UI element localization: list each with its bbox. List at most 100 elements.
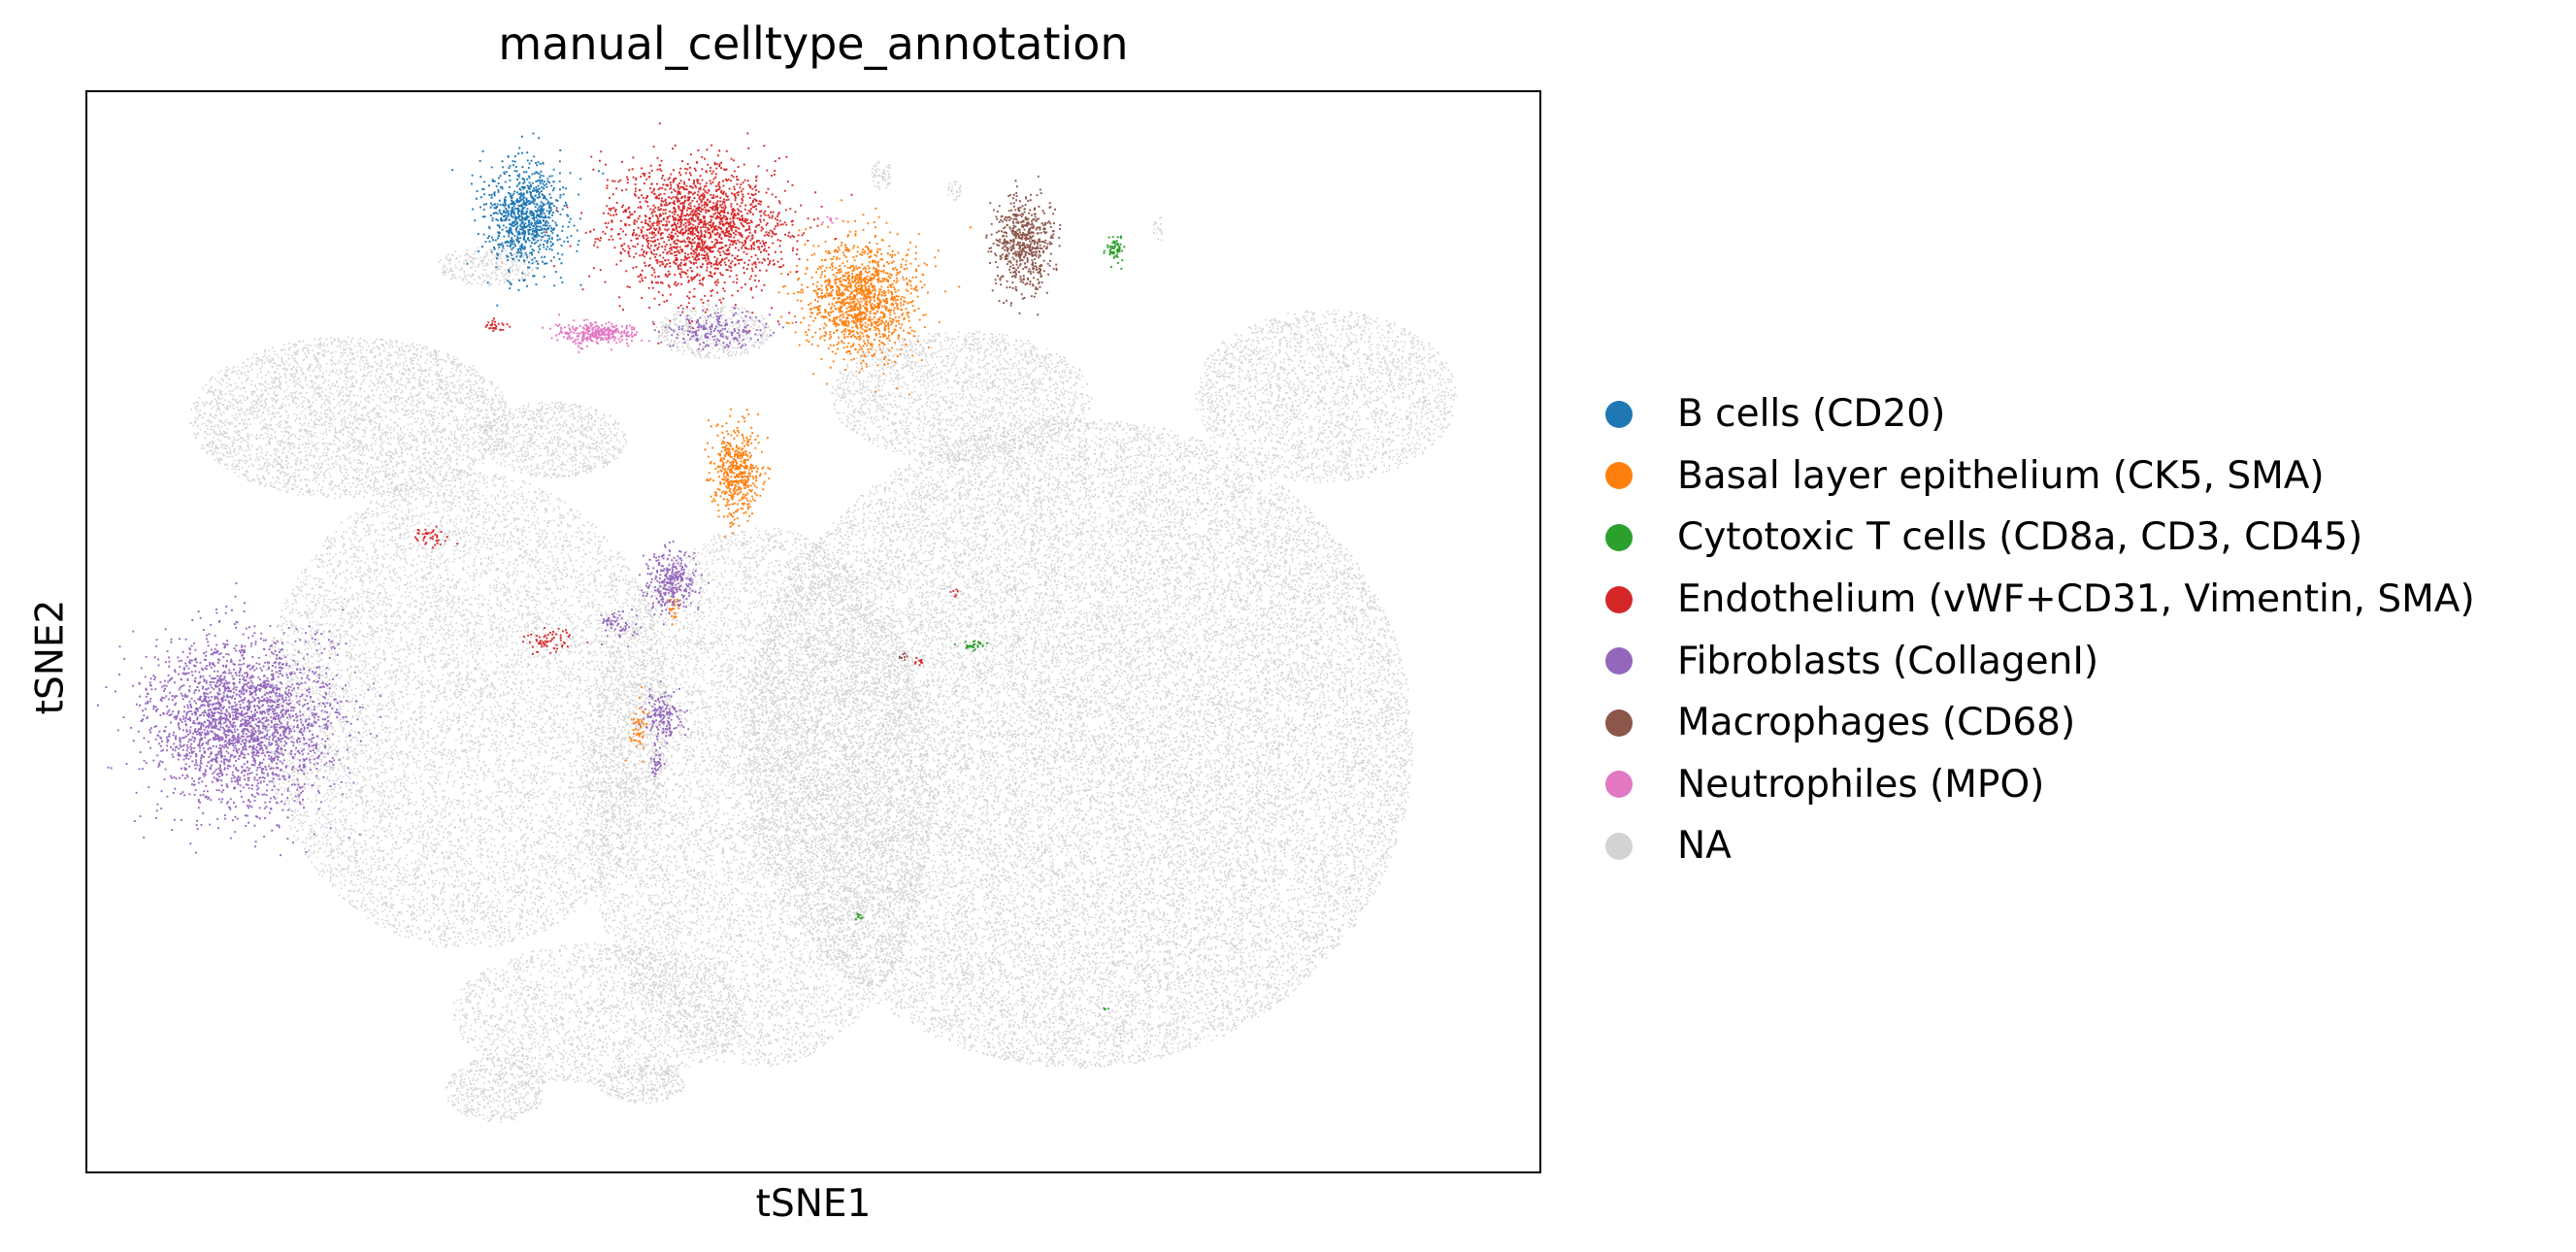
series-neutrophiles-mpo bbox=[542, 215, 838, 353]
cluster-points bbox=[97, 582, 381, 857]
cluster-fibroblasts-collageni-3 bbox=[639, 680, 690, 764]
legend-label-b-cells: B cells (CD20) bbox=[1677, 392, 1946, 437]
cluster-points bbox=[639, 540, 710, 626]
cluster-points bbox=[665, 588, 682, 626]
cluster-cytotoxic-t-cells-cd8a-cd3-cd45-1 bbox=[1103, 235, 1126, 270]
cluster-points bbox=[777, 199, 972, 396]
series-endothelium-vwf-cd31-vimentin-sma bbox=[413, 122, 959, 667]
cluster-endothelium-vwf-cd31-vimentin-sma-6 bbox=[949, 588, 959, 598]
cluster-points bbox=[1103, 1006, 1109, 1011]
cluster-cytotoxic-t-cells-cd8a-cd3-cd45-3 bbox=[854, 912, 864, 921]
legend-marker-neutrophiles bbox=[1605, 771, 1633, 799]
cluster-na-8 bbox=[480, 401, 627, 478]
cluster-points bbox=[953, 640, 988, 652]
cluster-fibroblasts-collageni-1 bbox=[97, 582, 381, 857]
cluster-points bbox=[438, 247, 540, 287]
series-cytotoxic-t-cells-cd8a-cd3-cd45 bbox=[854, 235, 1126, 1011]
legend-marker-na bbox=[1605, 832, 1633, 860]
cluster-na-11 bbox=[872, 160, 892, 190]
cluster-points bbox=[914, 657, 923, 667]
plot-area bbox=[85, 90, 1541, 1173]
cluster-na-13 bbox=[1152, 216, 1163, 242]
cluster-na-6 bbox=[1195, 309, 1457, 483]
cluster-points bbox=[949, 588, 959, 598]
legend-label-macrophages: Macrophages (CD68) bbox=[1677, 701, 2076, 745]
legend-marker-fibroblasts bbox=[1605, 647, 1633, 675]
cluster-endothelium-vwf-cd31-vimentin-sma-1 bbox=[545, 122, 853, 345]
cluster-points bbox=[639, 680, 690, 764]
cluster-endothelium-vwf-cd31-vimentin-sma-5 bbox=[914, 657, 923, 667]
legend-item-cytotoxic-t-cells: Cytotoxic T cells (CD8a, CD3, CD45) bbox=[1592, 507, 2475, 569]
cluster-neutrophiles-mpo-2 bbox=[821, 215, 838, 224]
cluster-points bbox=[582, 527, 934, 1068]
cluster-points bbox=[985, 175, 1062, 316]
cluster-na-2 bbox=[582, 527, 934, 1068]
cluster-macrophages-cd68-1 bbox=[985, 175, 1062, 316]
cluster-na-14 bbox=[446, 1057, 546, 1123]
cluster-points bbox=[651, 304, 798, 350]
cluster-points bbox=[649, 753, 666, 777]
cluster-cytotoxic-t-cells-cd8a-cd3-cd45-2 bbox=[953, 640, 988, 652]
cluster-points bbox=[480, 401, 627, 478]
cluster-cytotoxic-t-cells-cd8a-cd3-cd45-4 bbox=[1103, 1006, 1109, 1011]
cluster-points bbox=[542, 313, 650, 353]
cluster-points bbox=[484, 317, 512, 332]
cluster-points bbox=[704, 408, 772, 539]
cluster-points bbox=[413, 525, 459, 549]
cluster-basal-layer-epithelium-ck5-sma-1 bbox=[777, 199, 972, 396]
cluster-na-5 bbox=[453, 942, 744, 1085]
chart-title: manual_celltype_annotation bbox=[498, 17, 1129, 70]
y-axis-label: tSNE2 bbox=[28, 599, 73, 715]
cluster-macrophages-cd68-2 bbox=[899, 652, 908, 661]
cluster-points bbox=[598, 1064, 685, 1104]
legend-item-b-cells: B cells (CD20) bbox=[1592, 383, 2475, 445]
legend: B cells (CD20) Basal layer epithelium (C… bbox=[1592, 383, 2475, 877]
cluster-points bbox=[821, 215, 838, 224]
cluster-points bbox=[545, 122, 853, 345]
legend-item-endothelium: Endothelium (vWF+CD31, Vimentin, SMA) bbox=[1592, 569, 2475, 631]
legend-item-na: NA bbox=[1592, 815, 2475, 877]
legend-marker-macrophages bbox=[1605, 708, 1633, 737]
legend-marker-cytotoxic-t-cells bbox=[1605, 523, 1633, 551]
cluster-fibroblasts-collageni-2 bbox=[639, 540, 710, 626]
cluster-points bbox=[947, 181, 962, 201]
legend-label-endothelium: Endothelium (vWF+CD31, Vimentin, SMA) bbox=[1677, 577, 2475, 622]
cluster-basal-layer-epithelium-ck5-sma-2 bbox=[704, 408, 772, 539]
cluster-na-3 bbox=[262, 472, 672, 948]
series-na bbox=[189, 160, 1457, 1123]
cluster-na-1 bbox=[743, 417, 1413, 1069]
legend-label-neutrophiles: Neutrophiles (MPO) bbox=[1677, 762, 2045, 807]
cluster-points bbox=[1152, 216, 1163, 242]
cluster-na-4 bbox=[189, 336, 512, 500]
cluster-points bbox=[446, 1057, 546, 1123]
cluster-na-7 bbox=[831, 331, 1093, 462]
legend-marker-b-cells bbox=[1605, 400, 1633, 428]
legend-item-fibroblasts: Fibroblasts (CollagenI) bbox=[1592, 630, 2475, 692]
legend-label-basal-layer-epithelium: Basal layer epithelium (CK5, SMA) bbox=[1677, 453, 2325, 498]
legend-item-neutrophiles: Neutrophiles (MPO) bbox=[1592, 754, 2475, 816]
cluster-fibroblasts-collageni-6 bbox=[651, 304, 798, 350]
legend-marker-endothelium bbox=[1605, 585, 1633, 613]
cluster-endothelium-vwf-cd31-vimentin-sma-3 bbox=[413, 525, 459, 549]
series-macrophages-cd68 bbox=[899, 175, 1062, 661]
cluster-points bbox=[854, 912, 864, 921]
cluster-points bbox=[1103, 235, 1126, 270]
cluster-fibroblasts-collageni-4 bbox=[600, 609, 643, 648]
legend-label-fibroblasts: Fibroblasts (CollagenI) bbox=[1677, 639, 2099, 683]
cluster-na-10 bbox=[438, 247, 540, 287]
cluster-na-12 bbox=[947, 181, 962, 201]
cluster-neutrophiles-mpo-1 bbox=[542, 313, 650, 353]
legend-marker-basal-layer-epithelium bbox=[1605, 462, 1633, 490]
legend-label-cytotoxic-t-cells: Cytotoxic T cells (CD8a, CD3, CD45) bbox=[1677, 515, 2363, 560]
cluster-points bbox=[453, 942, 744, 1085]
cluster-fibroblasts-collageni-5 bbox=[649, 753, 666, 777]
cluster-points bbox=[262, 472, 672, 948]
cluster-points bbox=[831, 331, 1093, 462]
series-fibroblasts-collageni bbox=[97, 304, 798, 857]
series-basal-layer-epithelium-ck5-sma bbox=[624, 199, 972, 763]
cluster-points bbox=[899, 652, 908, 661]
cluster-points bbox=[189, 336, 512, 500]
x-axis-label: tSNE1 bbox=[755, 1182, 872, 1226]
cluster-na-15 bbox=[598, 1064, 685, 1104]
